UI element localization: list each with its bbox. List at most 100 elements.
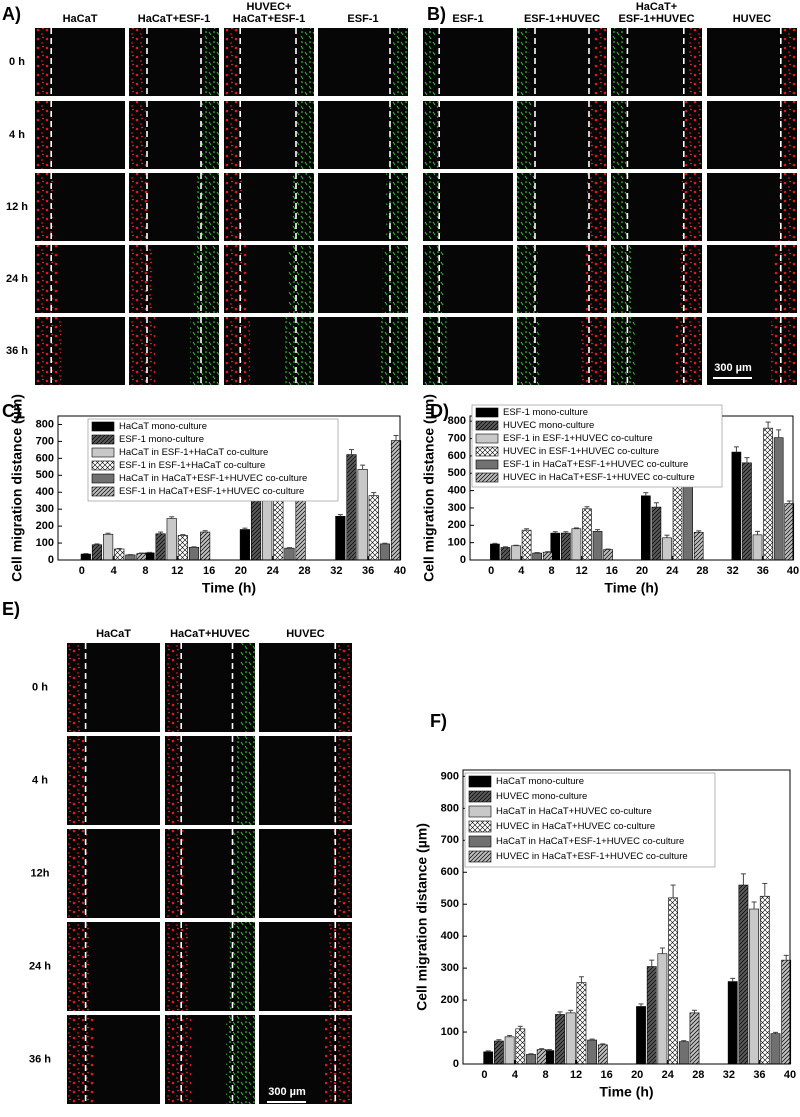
x-axis-title: Time (h) [604, 580, 658, 596]
red-cells [770, 317, 797, 385]
red-cells [580, 317, 607, 385]
bar [587, 1039, 598, 1065]
red-cells [35, 28, 49, 96]
bar [683, 479, 693, 561]
bar [773, 437, 784, 561]
x-tick-label: 20 [636, 565, 648, 577]
y-tick-label: 0 [460, 554, 466, 566]
bar-hatch [251, 497, 261, 560]
micrograph [423, 28, 513, 96]
row-label: 24 h [6, 273, 28, 285]
y-axis-title: Cell migration distance (µm) [414, 823, 430, 1011]
green-cells [240, 643, 255, 732]
legend-label: ESF-1 in ESF-1+HUVEC co-culture [503, 433, 653, 444]
x-tick-label: 12 [576, 565, 588, 577]
x-tick-label: 24 [666, 565, 679, 577]
legend-label: ESF-1 in ESF-1+HaCaT co-culture [119, 460, 265, 471]
x-tick-label: 36 [757, 565, 769, 577]
red-cells [780, 101, 797, 169]
red-cells [224, 173, 244, 241]
bar [166, 518, 177, 561]
column-header: HUVEC [733, 13, 772, 25]
column-header: ESF-1 [452, 13, 483, 25]
legend-swatch [475, 433, 499, 444]
bar-hatch [537, 1049, 547, 1064]
bar-hatch [543, 552, 553, 560]
x-tick-label: 40 [394, 565, 406, 577]
legend-label: HUVEC in HaCaT+HUVEC co-culture [496, 821, 655, 832]
bar-hatch [515, 1028, 525, 1064]
bar-hatch [689, 1012, 700, 1064]
legend-hatch [476, 421, 498, 430]
legend-label: HaCaT in HaCaT+HUVEC co-culture [496, 806, 652, 817]
micrograph [517, 28, 607, 96]
column-header: HaCaT+ [636, 1, 677, 13]
y-tick-label: 300 [448, 502, 466, 514]
legend-hatch [92, 461, 114, 470]
x-tick-label: 16 [203, 565, 215, 577]
legend-swatch [468, 775, 492, 788]
y-tick-label: 0 [48, 554, 54, 566]
bar-hatch [647, 966, 657, 1064]
bar [490, 543, 500, 561]
x-tick-label: 8 [542, 1069, 548, 1081]
y-tick-label: 100 [441, 1026, 459, 1038]
bar [727, 981, 738, 1065]
green-cells [292, 173, 314, 241]
bar [379, 543, 390, 561]
green-cells [423, 101, 438, 169]
bar [565, 1012, 576, 1065]
legend-label: HaCaT in ESF-1+HaCaT co-culture [119, 447, 268, 458]
legend-label: HaCaT mono-culture [119, 421, 207, 432]
x-tick-label: 24 [267, 565, 280, 577]
y-tick-label: 500 [36, 469, 54, 481]
y-axis-title: Cell migration distance (µm) [9, 394, 25, 582]
bar-hatch [346, 454, 357, 560]
red-cells [67, 736, 85, 825]
red-cells [35, 173, 55, 241]
red-cells [129, 28, 143, 96]
y-tick-label: 700 [441, 834, 459, 846]
y-tick-label: 400 [448, 485, 466, 497]
green-cells [288, 245, 314, 313]
red-cells [584, 245, 607, 313]
bar [571, 528, 582, 561]
red-cells [685, 101, 702, 169]
bar [262, 492, 273, 561]
y-tick-label: 300 [36, 503, 54, 515]
legend-label: HaCaT mono-culture [496, 776, 584, 787]
red-cells [165, 829, 185, 918]
red-cells [587, 173, 607, 241]
legend-hatch [92, 487, 114, 496]
bar-hatch [391, 440, 401, 560]
y-tick-label: 600 [36, 452, 54, 464]
x-tick-label: 40 [784, 1069, 796, 1081]
micrograph [423, 101, 513, 169]
red-cells [334, 736, 352, 825]
red-cells [593, 28, 607, 96]
panel-label: F) [430, 711, 447, 731]
x-axis-title: Time (h) [202, 580, 256, 596]
green-cells [517, 28, 530, 96]
red-cells [688, 28, 702, 96]
x-tick-label: 36 [753, 1069, 765, 1081]
scale-bar-label: 300 µm [714, 362, 752, 374]
green-cells [204, 28, 219, 96]
green-cells [517, 317, 541, 385]
red-cells [777, 173, 797, 241]
green-cells [517, 101, 532, 169]
bar-hatch [200, 532, 210, 560]
bar [357, 469, 368, 561]
red-cells [35, 245, 58, 313]
column-header: ESF-1 [347, 13, 378, 25]
column-header: HaCaT+HUVEC [170, 628, 250, 640]
y-tick-label: 400 [441, 930, 459, 942]
green-cells [190, 317, 219, 385]
red-cells [331, 829, 352, 918]
panel-label: B) [427, 4, 446, 24]
micrograph [707, 28, 797, 96]
row-label: 12 h [6, 201, 28, 213]
red-cells [783, 28, 797, 96]
x-tick-label: 12 [570, 1069, 582, 1081]
